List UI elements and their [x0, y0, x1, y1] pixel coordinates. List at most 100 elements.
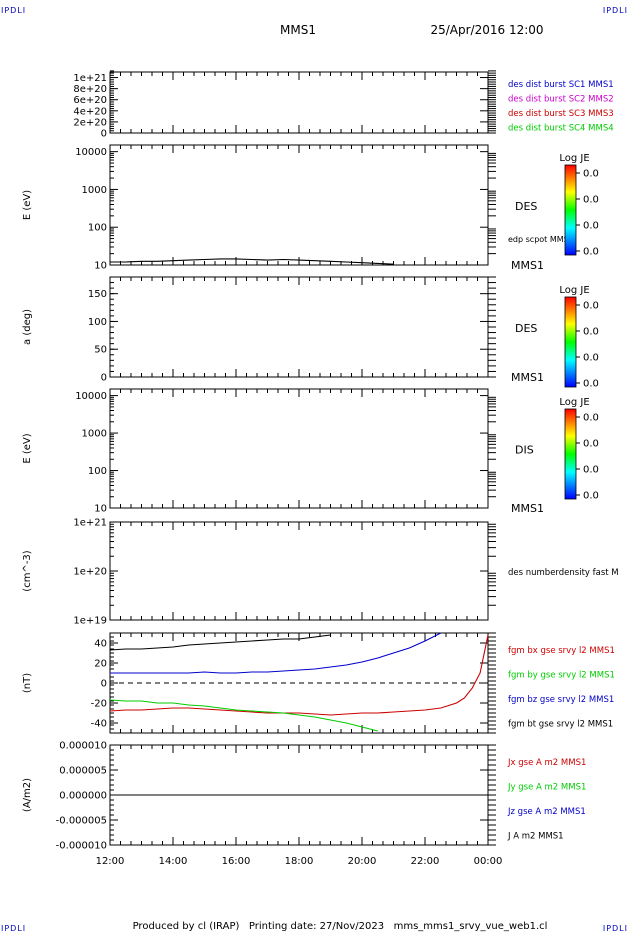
- series-label: Jy gse A m2 MMS1: [507, 783, 586, 793]
- y-tick-label: 1e+21: [73, 73, 107, 84]
- colorbar-tick-label: 0.0: [583, 491, 599, 502]
- y-tick-label: 10000: [75, 391, 107, 402]
- x-tick-label: 18:00: [285, 856, 314, 867]
- colorbar-tick-label: 0.0: [583, 353, 599, 364]
- colorbar: [564, 296, 577, 388]
- y-axis-label: E (eV): [22, 433, 33, 463]
- y-tick-label: 50: [94, 345, 107, 356]
- colorbar: [564, 164, 577, 256]
- series-label: fgm bt gse srvy l2 MMS1: [508, 720, 613, 730]
- spacecraft-tag: MMS1: [511, 502, 544, 515]
- y-axis-label: E (eV): [22, 190, 33, 220]
- y-tick-label: 1e+20: [73, 567, 107, 578]
- panel-des-energy: 10 100 1000 10000 E (eV) DES MMS1 edp scpot MMS…: [22, 144, 599, 272]
- y-tick-label: 10: [94, 504, 107, 515]
- y-tick-label: 8e+20: [73, 84, 107, 95]
- footer-text: Produced by cl (IRAP) Printing date: 27/…: [133, 921, 548, 932]
- colorbar-tick-label: 0.0: [583, 465, 599, 476]
- series-label: Jz gse A m2 MMS1: [507, 807, 586, 817]
- panel-frame: [109, 144, 489, 266]
- overlay-label: edp scpot MMS1: [508, 235, 574, 244]
- y-tick-label: -40: [91, 719, 107, 730]
- series-label: J A m2 MMS1: [507, 832, 564, 842]
- panel-des-pitch: 0 50 100 150 a (deg) DES MMS1 Log JE 0.0 0.0 0.0 0.…: [22, 276, 599, 390]
- x-tick-label: 20:00: [348, 856, 377, 867]
- colorbar-title: Log JE: [559, 285, 589, 296]
- panel-frame: [109, 276, 489, 378]
- y-tick-label: 2e+20: [73, 117, 107, 128]
- y-tick-label: 0.000005: [59, 766, 107, 777]
- colorbar-tick-label: 0.0: [583, 301, 599, 312]
- y-tick-label: 0: [101, 129, 107, 140]
- series-line: [109, 634, 331, 651]
- y-tick-label: 1e+19: [73, 616, 107, 627]
- corner-mark-top-right: IPDLI: [602, 6, 628, 15]
- series-label: fgm bx gse srvy l2 MMS1: [508, 646, 615, 656]
- colorbar-tick-label: 0.0: [583, 379, 599, 390]
- panel-frame: [109, 388, 489, 509]
- colorbar-tick-label: 0.0: [583, 413, 599, 424]
- y-tick-label: 100: [88, 317, 107, 328]
- y-tick-label: 1e+21: [73, 518, 107, 529]
- spacecraft-tag: MMS1: [511, 371, 544, 384]
- colorbar-tick-label: 0.0: [583, 247, 599, 258]
- header-spacecraft: MMS1: [280, 23, 316, 37]
- panel-fgm: -40 -20 0 20 40 (nT) fgm bx gse srvy l2 MMS1 fg…: [22, 632, 615, 734]
- colorbar-tick-label: 0.0: [583, 195, 599, 206]
- species-label: DES: [515, 322, 537, 335]
- panel-frame: [109, 521, 489, 621]
- spacecraft-tag: MMS1: [511, 259, 544, 272]
- series-label: des numberdensity fast M: [508, 568, 619, 578]
- x-tick-label: 00:00: [474, 856, 503, 867]
- x-tick-label: 16:00: [222, 856, 251, 867]
- series-line: [109, 699, 378, 732]
- y-axis-label: (nT): [22, 673, 33, 693]
- series-label: Jx gse A m2 MMS1: [507, 758, 586, 768]
- y-tick-label: -0.000005: [56, 816, 107, 827]
- y-tick-label: 40: [94, 639, 107, 650]
- y-tick-label: 20: [94, 659, 107, 670]
- y-tick-label: 0.000010: [59, 741, 107, 752]
- y-axis-label: (A/m2): [22, 778, 33, 812]
- y-tick-label: 4e+20: [73, 106, 107, 117]
- corner-mark-bottom-left: IPDLI: [1, 924, 27, 933]
- y-tick-label: -20: [91, 699, 107, 710]
- header-datetime: 25/Apr/2016 12:00: [430, 23, 543, 37]
- series-line: [110, 632, 442, 674]
- panel-current: -0.000010 -0.000005 0.000000 0.000005 0.0000…: [22, 741, 586, 852]
- y-tick-label: 10: [94, 261, 107, 272]
- y-axis-label: (cm^-3): [22, 550, 33, 591]
- series-label: des dist burst SC1 MMS1: [508, 80, 614, 90]
- panel-dis-energy: 10 100 1000 10000 E (eV) DIS MMS1 Log JE 0.0 0.0 0…: [22, 388, 599, 515]
- y-tick-label: 100: [88, 466, 107, 477]
- x-tick-label: 12:00: [96, 856, 125, 867]
- y-tick-label: 10000: [75, 147, 107, 158]
- corner-mark-bottom-right: IPDLI: [602, 924, 628, 933]
- colorbar-tick-label: 0.0: [583, 439, 599, 450]
- y-tick-label: 100: [88, 223, 107, 234]
- series-label: fgm bz gse srvy l2 MMS1: [508, 695, 614, 705]
- y-tick-label: 1000: [82, 429, 107, 440]
- y-tick-label: -0.000010: [56, 841, 107, 852]
- y-tick-label: 0: [101, 679, 107, 690]
- series-label: des dist burst SC4 MMS4: [508, 124, 614, 134]
- colorbar-tick-label: 0.0: [583, 169, 599, 180]
- series-label: fgm by gse srvy l2 MMS1: [508, 671, 615, 681]
- corner-mark-top-left: IPDLI: [1, 6, 27, 15]
- panel-frame: [109, 71, 489, 134]
- series-line: [110, 258, 394, 265]
- y-tick-label: 0.000000: [59, 791, 107, 802]
- series-label: des dist burst SC2 MMS2: [508, 95, 614, 105]
- y-tick-label: 150: [88, 289, 107, 300]
- colorbar-title: Log JE: [559, 397, 589, 408]
- colorbar-title: Log JE: [559, 153, 589, 164]
- y-tick-label: 1000: [82, 185, 107, 196]
- y-axis-label: a (deg): [22, 309, 33, 345]
- colorbar-tick-label: 0.0: [583, 221, 599, 232]
- species-label: DES: [515, 200, 537, 213]
- y-tick-label: 0: [101, 373, 107, 384]
- x-tick-label: 22:00: [411, 856, 440, 867]
